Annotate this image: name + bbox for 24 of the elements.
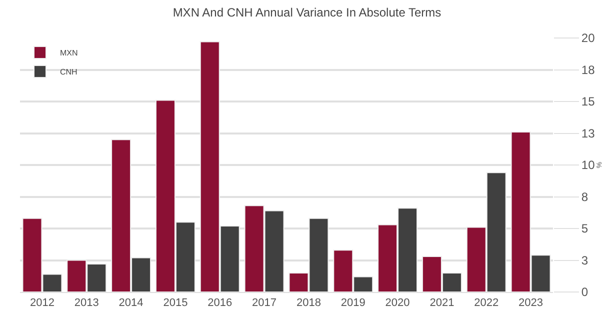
x-tick-label: 2019 — [340, 297, 366, 310]
legend-label: CNH — [60, 68, 78, 77]
x-tick-label: 2023 — [518, 297, 544, 310]
x-tick-label: 2014 — [118, 297, 144, 310]
y-tick-label: 10 — [581, 158, 596, 172]
x-tick-label: 2017 — [252, 297, 277, 310]
x-tick-label: 2020 — [385, 297, 410, 310]
x-tick-label: 2015 — [163, 297, 188, 310]
y-tick-label: 13 — [581, 126, 596, 140]
y-tick-label: 0 — [581, 285, 588, 300]
x-tick-label: 2012 — [30, 297, 54, 310]
y-tick-label: 3 — [581, 253, 588, 268]
x-tick-label: 2021 — [430, 297, 454, 310]
y-tick-label: 18 — [581, 62, 596, 77]
x-tick-label: 2013 — [74, 297, 99, 310]
x-tick-label: 2016 — [208, 297, 232, 310]
x-tick-label: 2018 — [296, 297, 321, 310]
y-tick-label: 20 — [581, 31, 596, 46]
legend-label: MXN — [60, 48, 78, 58]
y-tick-label: 8 — [581, 190, 588, 204]
x-tick-label: 2022 — [474, 297, 499, 310]
chart-title: MXN And CNH Annual Variance In Absolute Terms — [172, 5, 442, 20]
y-tick-label: 5 — [581, 222, 588, 236]
y-tick-label: 15 — [581, 94, 596, 109]
